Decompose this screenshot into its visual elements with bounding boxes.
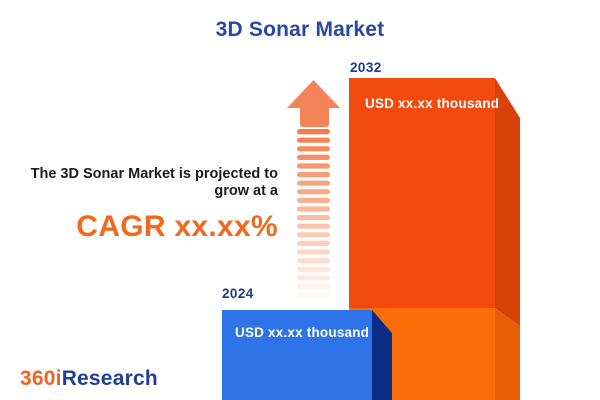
page-title: 3D Sonar Market (215, 18, 385, 41)
bar-2024-side (372, 310, 392, 400)
growth-arrow-icon (287, 80, 340, 298)
bar-2032 (349, 78, 520, 400)
bar-2032-value-label: USD xx.xx thousand (365, 96, 500, 111)
bar-2024-year-label: 2024 (222, 286, 254, 301)
bar-2024 (222, 310, 392, 400)
projection-text: The 3D Sonar Market is projected to grow… (0, 166, 278, 244)
cagr-value: CAGR xx.xx% (76, 210, 278, 244)
bar-2024-value-label: USD xx.xx thousand (235, 325, 370, 340)
projection-line-2: grow at a (214, 183, 278, 200)
bar-2032-side-bottom (495, 308, 520, 400)
bar-2024-front (222, 310, 372, 400)
bar-2032-front-top (349, 78, 495, 308)
projection-line-1: The 3D Sonar Market is projected to (30, 166, 278, 182)
logo-part-orange: 360i (20, 367, 62, 390)
bar-2032-year-label: 2032 (350, 60, 382, 75)
brand-logo: 360iResearch (20, 367, 158, 391)
logo-part-blue: Research (61, 367, 158, 390)
bar-2032-side-top (495, 78, 520, 326)
